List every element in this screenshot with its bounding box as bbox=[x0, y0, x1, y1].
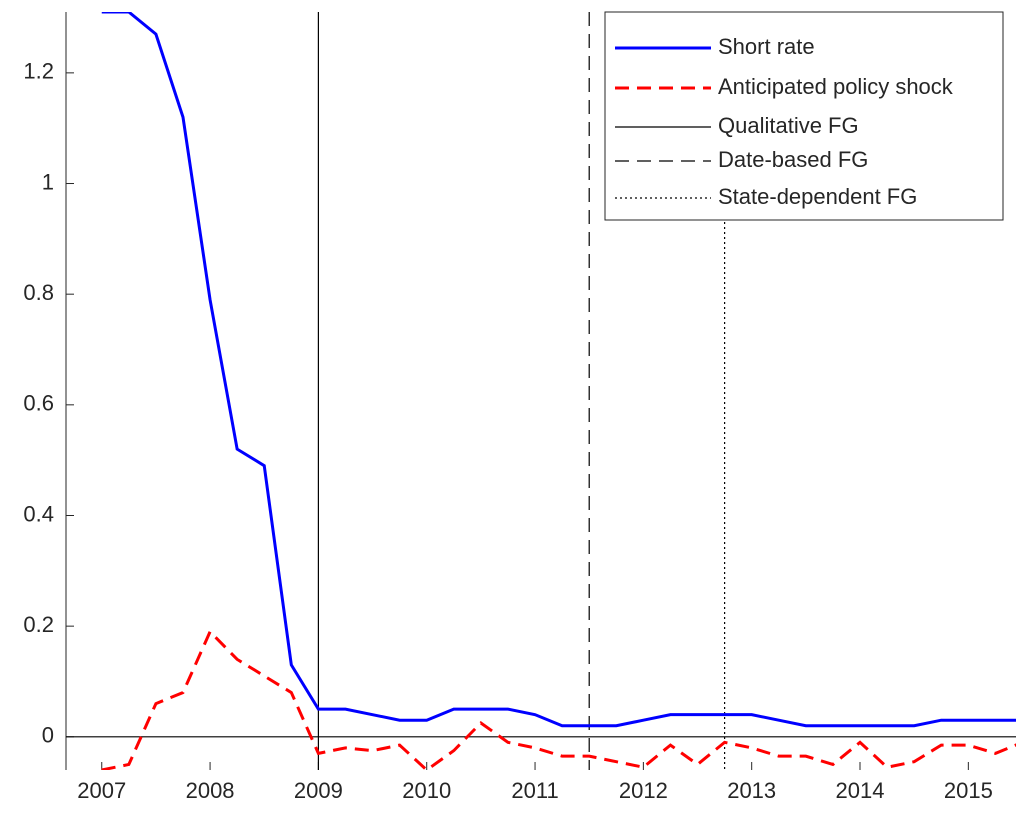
y-tick-label: 0.2 bbox=[23, 612, 54, 637]
y-tick-label: 0.4 bbox=[23, 501, 54, 526]
x-tick-label: 2007 bbox=[77, 778, 126, 803]
x-tick-label: 2009 bbox=[294, 778, 343, 803]
x-tick-label: 2011 bbox=[511, 778, 558, 803]
x-tick-label: 2012 bbox=[619, 778, 668, 803]
x-tick-label: 2010 bbox=[402, 778, 451, 803]
legend-label: State-dependent FG bbox=[718, 184, 917, 209]
series-line bbox=[101, 629, 1016, 770]
y-tick-label: 1 bbox=[42, 169, 54, 194]
y-tick-label: 0 bbox=[42, 723, 54, 748]
x-tick-label: 2013 bbox=[727, 778, 776, 803]
legend-label: Date-based FG bbox=[718, 147, 868, 172]
y-tick-label: 1.2 bbox=[23, 59, 54, 84]
legend-label: Qualitative FG bbox=[718, 113, 859, 138]
y-tick-label: 0.6 bbox=[23, 391, 54, 416]
x-tick-label: 2014 bbox=[836, 778, 885, 803]
x-tick-label: 2008 bbox=[186, 778, 235, 803]
y-tick-label: 0.8 bbox=[23, 280, 54, 305]
x-tick-label: 2015 bbox=[944, 778, 993, 803]
legend-label: Short rate bbox=[718, 34, 815, 59]
legend-label: Anticipated policy shock bbox=[718, 74, 954, 99]
series-line bbox=[101, 12, 1016, 728]
